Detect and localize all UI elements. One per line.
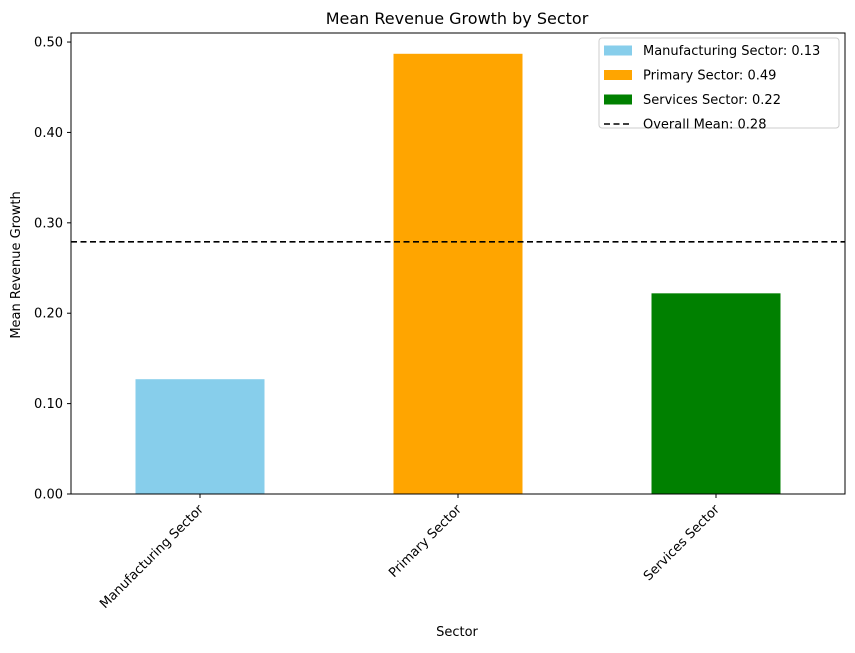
bar-services-sector — [651, 293, 781, 494]
bar-manufacturing-sector — [135, 379, 265, 494]
x-tick-label: Manufacturing Sector — [97, 502, 207, 612]
y-tick-label: 0.20 — [34, 307, 63, 322]
bar-primary-sector — [393, 53, 523, 495]
legend-label: Manufacturing Sector: 0.13 — [643, 44, 820, 59]
legend: Manufacturing Sector: 0.13 Primary Sector… — [598, 37, 840, 133]
legend-swatch — [604, 70, 632, 80]
legend-label: Services Sector: 0.22 — [643, 93, 781, 108]
legend-box — [598, 37, 840, 129]
chart-title: Mean Revenue Growth by Sector — [326, 9, 589, 28]
y-tick-label: 0.30 — [34, 216, 63, 231]
x-tick-label: Primary Sector — [386, 502, 465, 581]
legend-swatch — [604, 94, 632, 105]
y-tick-label: 0.10 — [34, 397, 63, 412]
x-tick-label: Services Sector — [641, 502, 723, 584]
legend-label: Overall Mean: 0.28 — [643, 118, 766, 133]
y-tick-label: 0.50 — [34, 36, 63, 51]
y-axis-label: Mean Revenue Growth — [9, 191, 24, 338]
legend-swatch — [604, 45, 632, 56]
y-tick-label: 0.00 — [34, 488, 63, 503]
x-axis-label: Sector — [436, 625, 478, 640]
y-tick-label: 0.40 — [34, 126, 63, 141]
legend-label: Primary Sector: 0.49 — [643, 69, 776, 84]
